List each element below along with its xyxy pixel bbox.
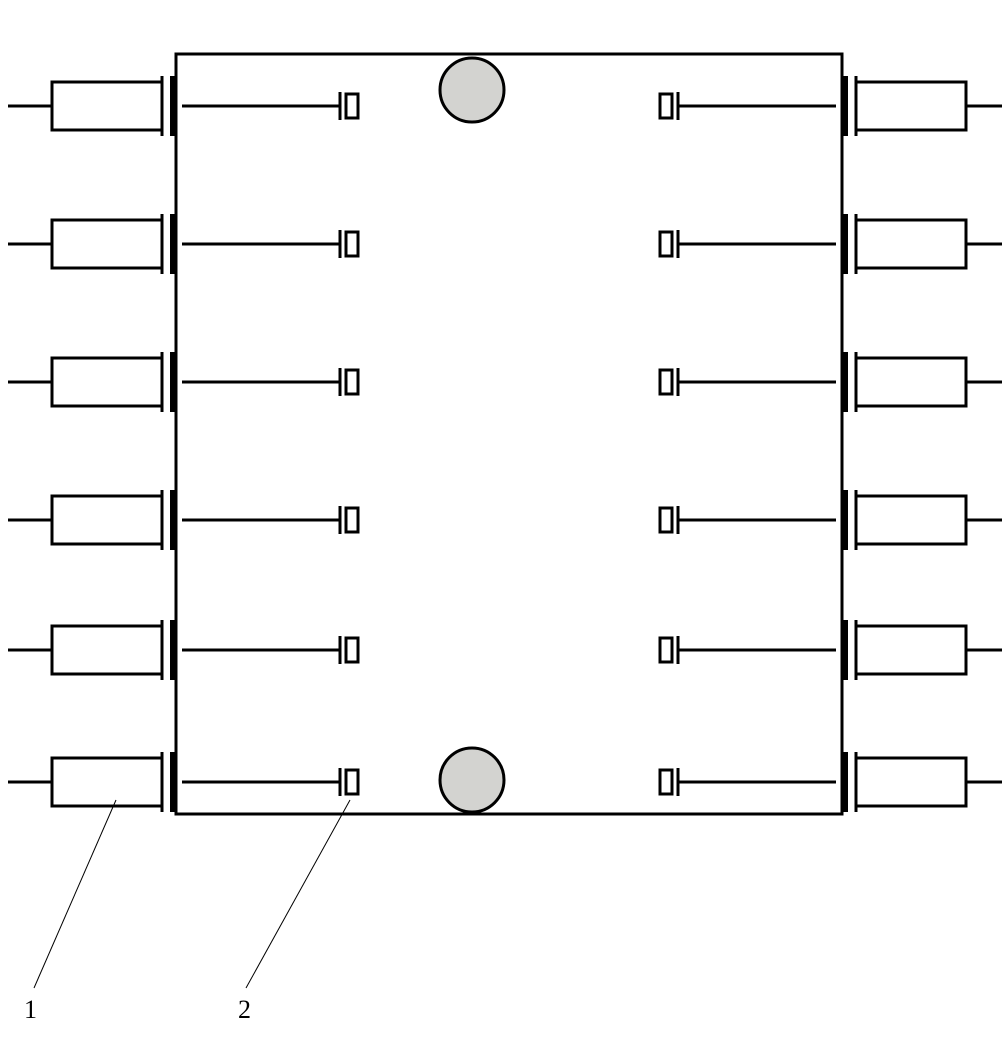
outer-left-pin — [52, 220, 162, 268]
inner-right-pin — [660, 370, 672, 394]
inner-left-pin — [346, 94, 358, 118]
outer-left-bar — [170, 752, 176, 812]
inner-right-pin — [660, 508, 672, 532]
outer-right-pin — [856, 220, 966, 268]
inner-left-pin — [346, 370, 358, 394]
pin-row-1 — [8, 214, 1002, 274]
pin-row-4 — [8, 620, 1002, 680]
outer-right-bar — [842, 620, 848, 680]
outer-right-pin — [856, 758, 966, 806]
outer-left-bar — [170, 214, 176, 274]
chip-body — [176, 54, 842, 814]
outer-right-pin — [856, 82, 966, 130]
outer-left-bar — [170, 490, 176, 550]
hole-circle-0 — [440, 58, 504, 122]
inner-right-pin — [660, 232, 672, 256]
inner-right-pin — [660, 770, 672, 794]
outer-right-pin — [856, 496, 966, 544]
leader-line-0 — [34, 800, 116, 988]
inner-right-pin — [660, 638, 672, 662]
inner-left-pin — [346, 232, 358, 256]
inner-left-pin — [346, 638, 358, 662]
outer-left-pin — [52, 496, 162, 544]
pin-row-2 — [8, 352, 1002, 412]
outer-right-bar — [842, 490, 848, 550]
callout-label-1: 1 — [24, 995, 37, 1024]
pin-row-3 — [8, 490, 1002, 550]
outer-left-bar — [170, 76, 176, 136]
hole-circle-1 — [440, 748, 504, 812]
outer-left-bar — [170, 352, 176, 412]
outer-left-pin — [52, 626, 162, 674]
outer-left-pin — [52, 82, 162, 130]
inner-left-pin — [346, 508, 358, 532]
inner-right-pin — [660, 94, 672, 118]
outer-right-bar — [842, 752, 848, 812]
outer-right-pin — [856, 626, 966, 674]
outer-left-pin — [52, 758, 162, 806]
inner-left-pin — [346, 770, 358, 794]
outer-right-pin — [856, 358, 966, 406]
leader-line-1 — [246, 800, 350, 988]
outer-left-bar — [170, 620, 176, 680]
outer-right-bar — [842, 214, 848, 274]
outer-right-bar — [842, 76, 848, 136]
outer-left-pin — [52, 358, 162, 406]
outer-right-bar — [842, 352, 848, 412]
callout-label-2: 2 — [238, 995, 251, 1024]
